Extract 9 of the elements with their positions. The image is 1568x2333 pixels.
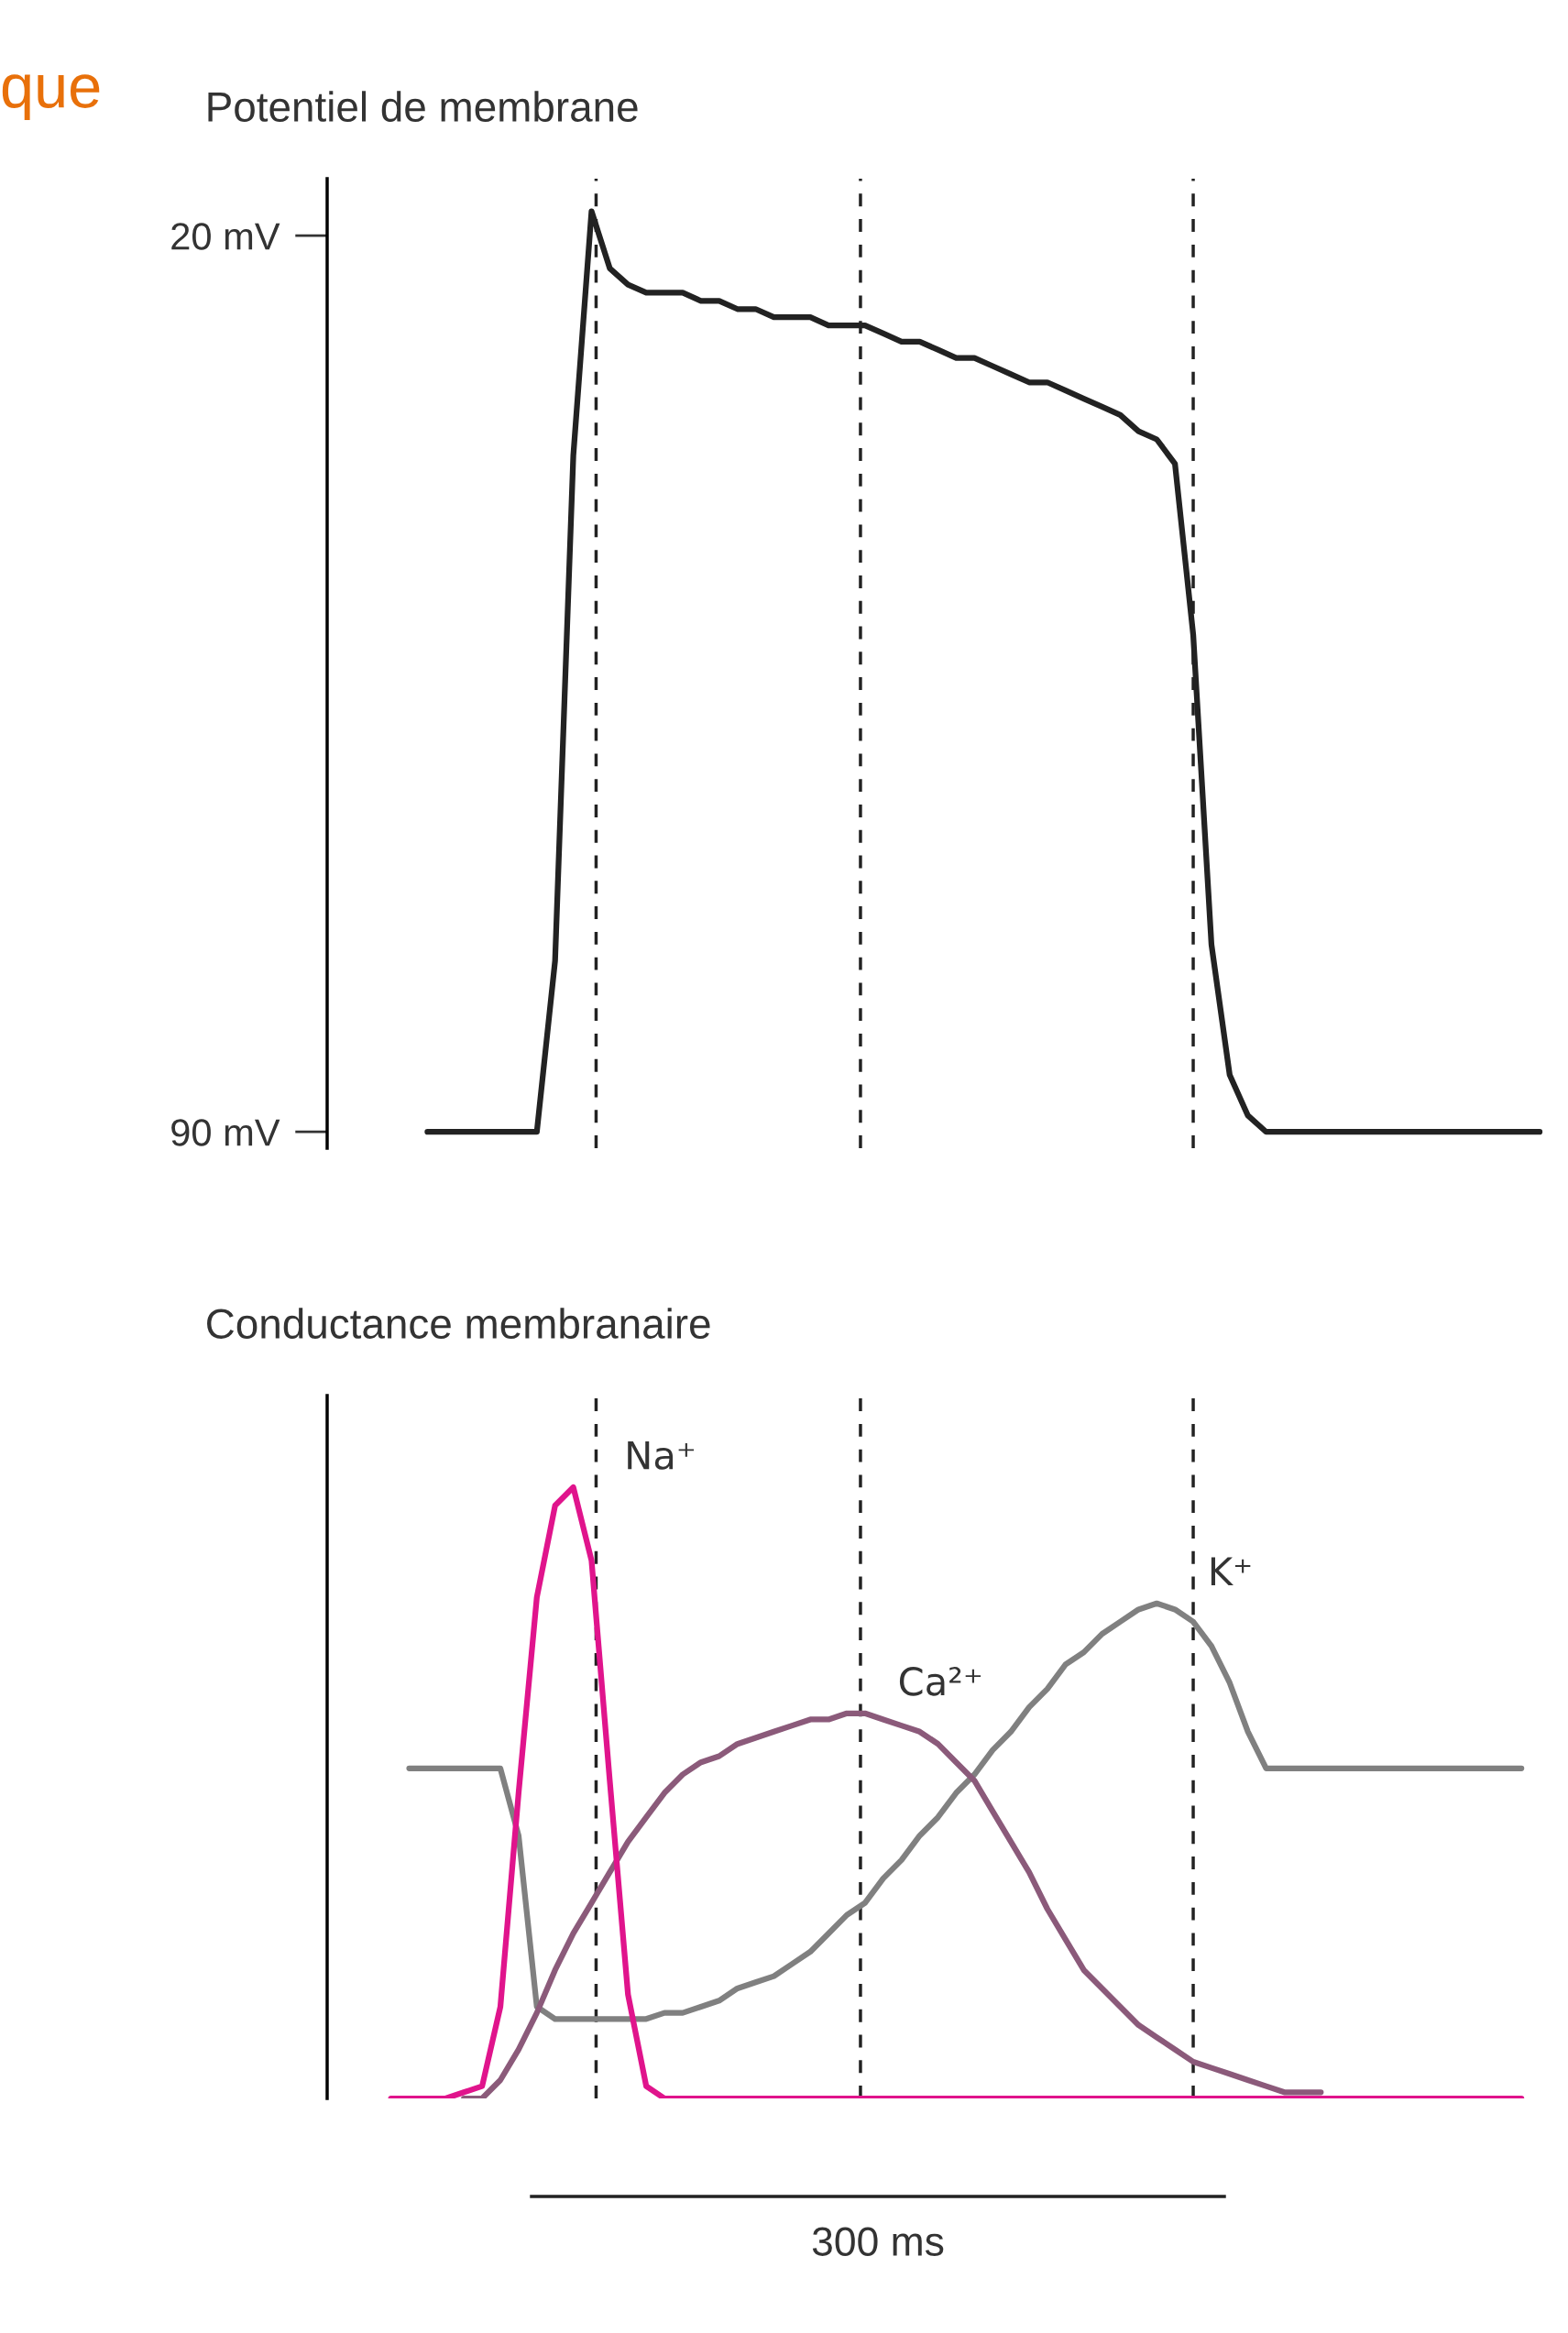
series-label: Ca²⁺ [899, 1667, 981, 1696]
y-tick-label: 20 mV [171, 223, 280, 250]
chart-title: Potentiel de membrane [208, 91, 638, 122]
text: 300 ms [812, 2227, 944, 2256]
chart-title: Conductance membranaire [207, 1308, 710, 1339]
series-label: K⁺ [1211, 1557, 1251, 1585]
text: que [2, 74, 100, 121]
y-tick-label: 90 mV [171, 1119, 280, 1146]
series-label: Na⁺ [628, 1440, 695, 1470]
